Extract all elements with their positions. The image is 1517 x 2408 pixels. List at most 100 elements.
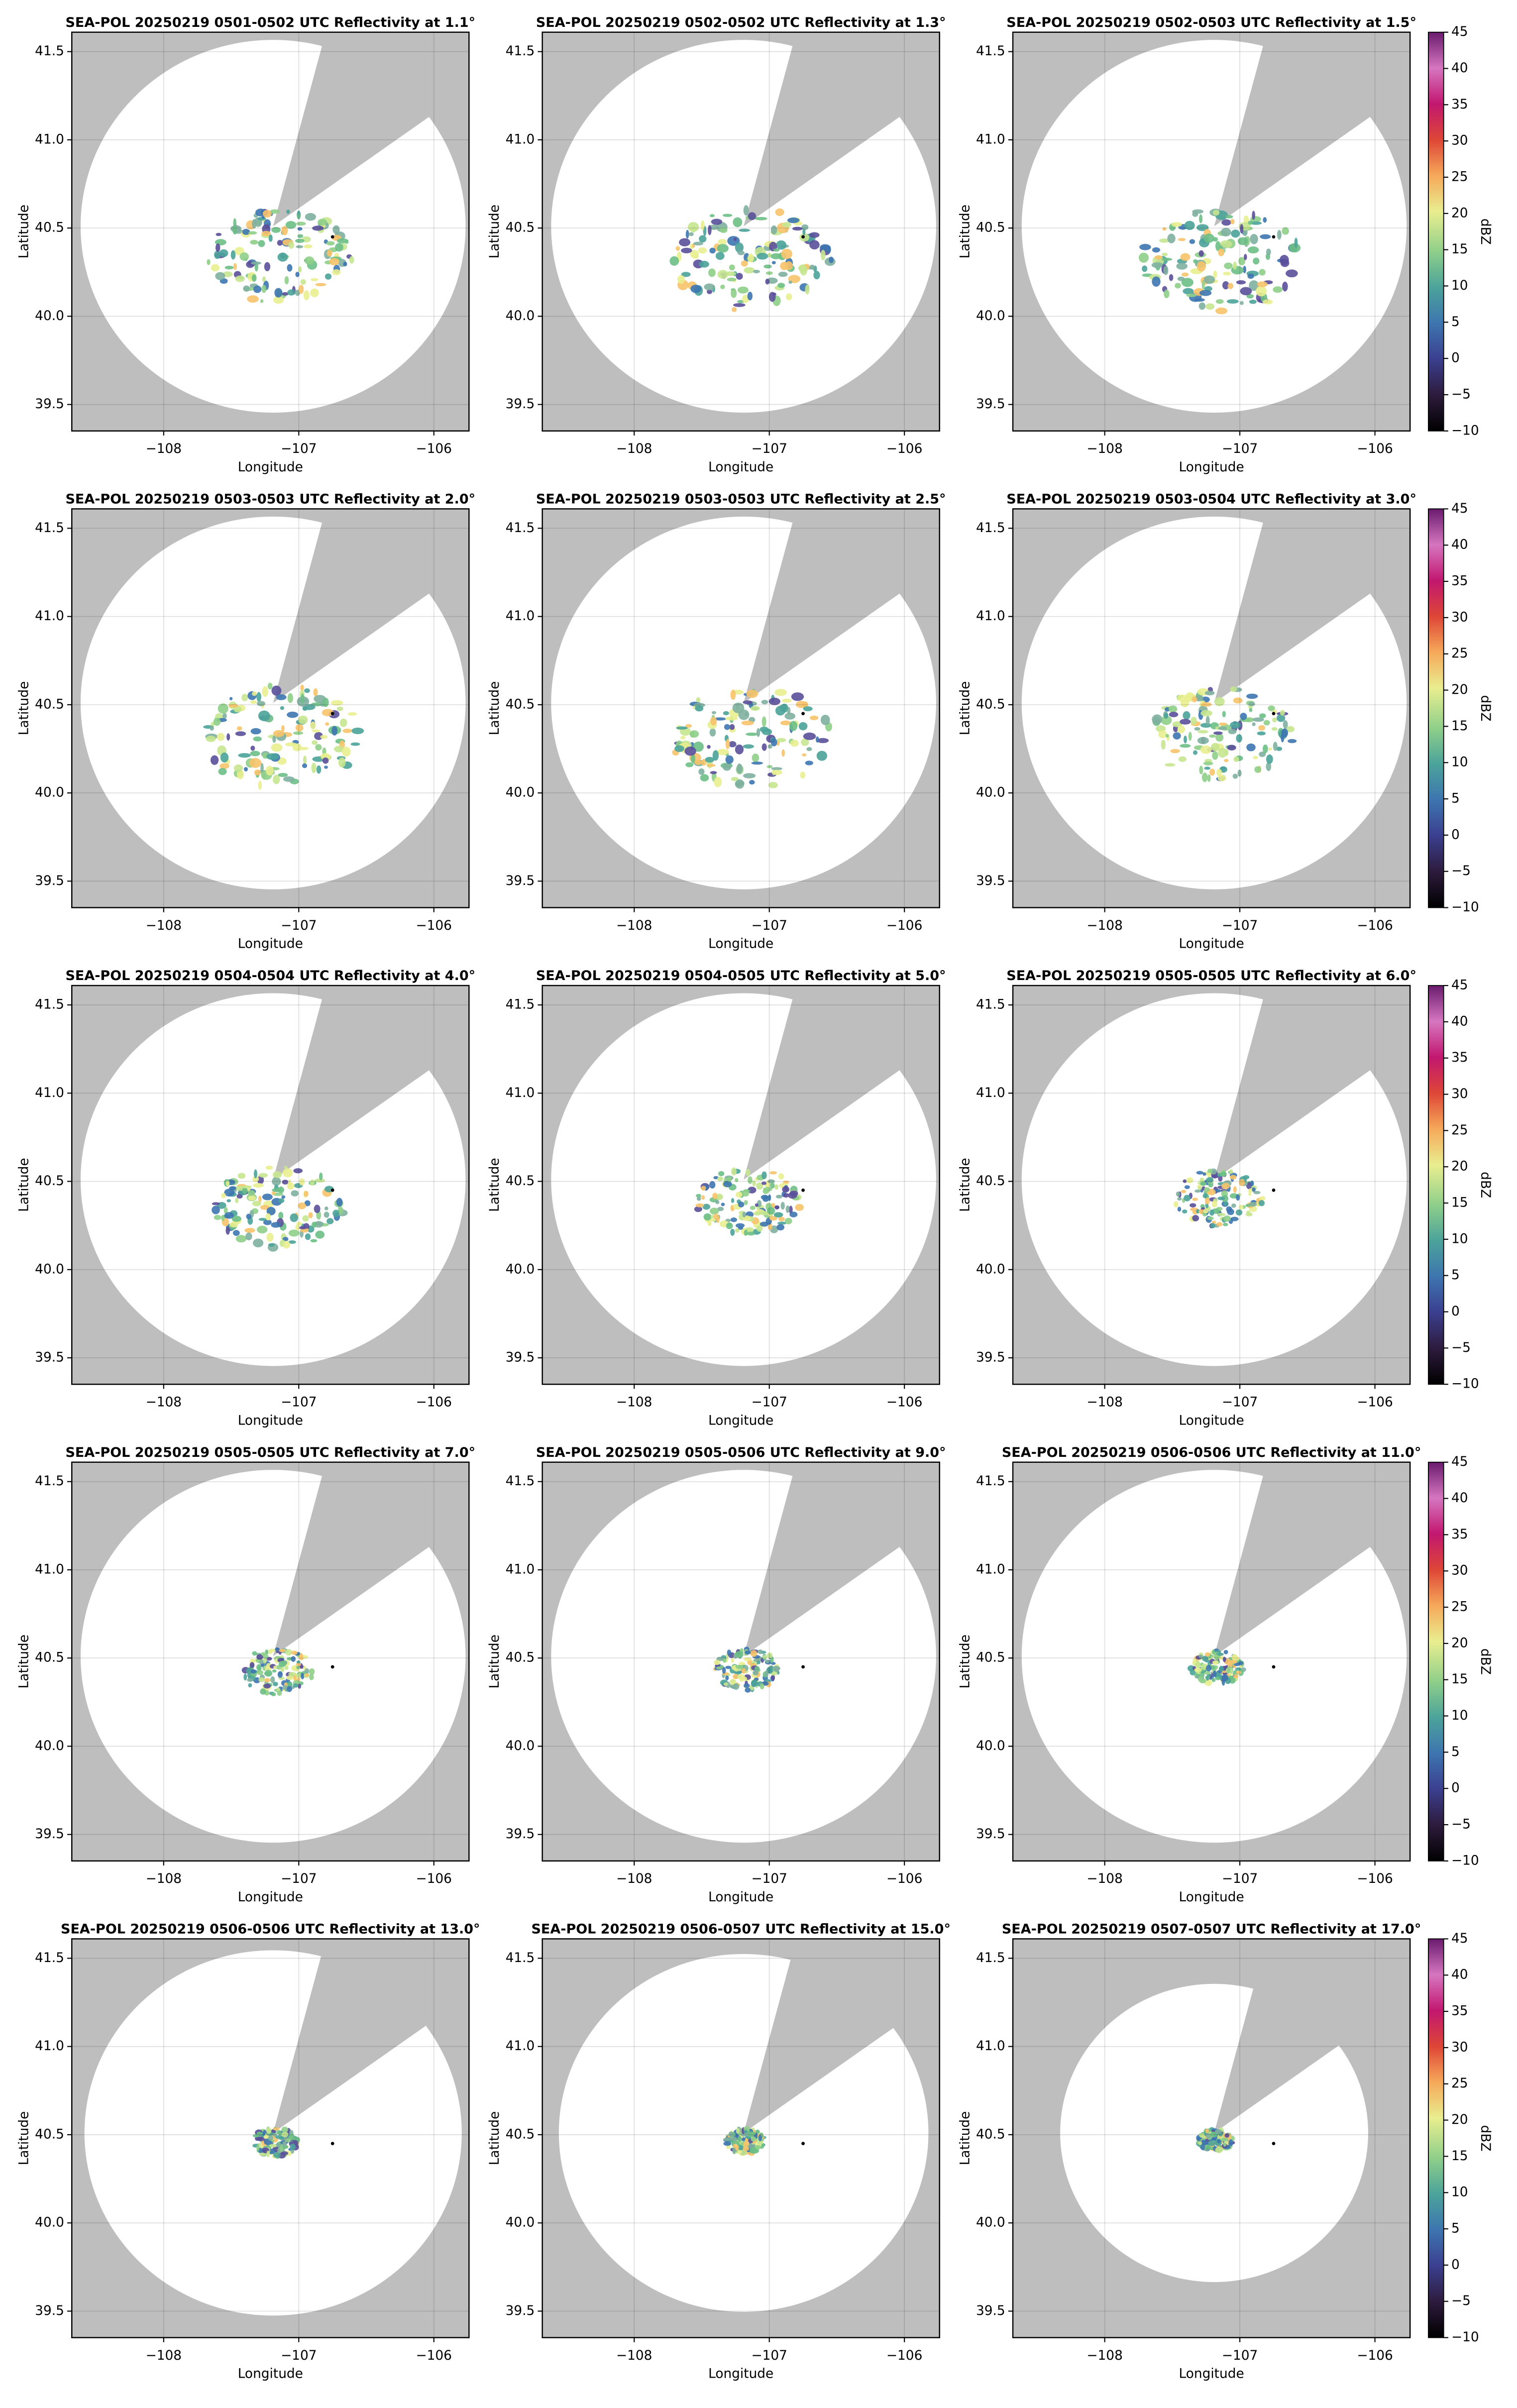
echo — [1210, 2131, 1217, 2138]
echo — [1200, 2144, 1205, 2150]
panel-title: SEA-POL 20250219 0504-0505 UTC Reflectiv… — [536, 968, 946, 984]
site-marker — [330, 712, 334, 715]
echo — [1209, 768, 1215, 776]
echo — [283, 1240, 290, 1249]
echo — [1246, 1210, 1251, 1215]
y-tick-label: 39.5 — [35, 2303, 64, 2318]
echo — [778, 1216, 785, 1221]
echo — [1200, 745, 1212, 754]
echo — [1216, 1652, 1224, 1656]
echo — [1217, 1212, 1226, 1216]
y-tick-label: 39.5 — [976, 874, 1005, 888]
echo — [301, 693, 304, 704]
echo — [1215, 2147, 1223, 2153]
echo — [695, 705, 704, 712]
echo — [717, 1176, 724, 1182]
echo — [262, 1194, 273, 1201]
colorbar-tick-label: −5 — [1451, 1340, 1471, 1355]
echo — [1259, 752, 1266, 757]
echo — [309, 1673, 314, 1680]
echo — [780, 1202, 785, 1210]
echo — [710, 717, 717, 726]
echo — [704, 283, 715, 291]
y-tick-label: 41.5 — [976, 521, 1005, 536]
echo — [715, 252, 725, 260]
echo — [1253, 756, 1258, 760]
echo — [226, 733, 230, 741]
echo — [1239, 1179, 1245, 1187]
colorbar-tick-label: 35 — [1451, 1050, 1468, 1065]
radar-coverage — [1021, 40, 1407, 413]
x-tick-label: −106 — [1357, 441, 1393, 456]
plot-area — [72, 985, 469, 1385]
y-tick-label: 40.5 — [506, 697, 535, 712]
echo — [1219, 1665, 1224, 1672]
echo — [281, 725, 285, 732]
echo — [214, 1214, 221, 1220]
echo — [1197, 730, 1208, 734]
plot-area — [72, 509, 469, 908]
echo — [295, 238, 305, 243]
echo — [769, 1171, 777, 1175]
echo — [1216, 768, 1222, 776]
echo — [1139, 243, 1151, 250]
echo — [281, 226, 288, 235]
echo — [212, 1205, 220, 1214]
echo — [723, 1682, 728, 1686]
echo — [737, 764, 743, 774]
echo — [732, 702, 745, 714]
echo — [1182, 1209, 1188, 1214]
colorbar-tick-label: 40 — [1451, 1014, 1468, 1029]
echo — [744, 1200, 748, 1205]
echo — [215, 272, 225, 280]
echo — [241, 694, 248, 701]
echo — [708, 225, 712, 235]
echo — [1183, 711, 1191, 720]
echo — [233, 706, 242, 713]
echo — [765, 1659, 770, 1663]
echo — [224, 1212, 234, 1219]
echo — [268, 234, 273, 242]
echo — [272, 735, 276, 743]
echo — [1192, 1214, 1199, 1221]
echo — [292, 743, 302, 752]
echo — [305, 213, 316, 221]
echo — [272, 1177, 281, 1186]
echo — [742, 1190, 750, 1197]
echo — [801, 738, 809, 746]
colorbar-tick-label: −10 — [1451, 1377, 1479, 1392]
echo — [245, 1232, 252, 1240]
panel-title: SEA-POL 20250219 0504-0504 UTC Reflectiv… — [65, 968, 475, 984]
echo — [1248, 220, 1253, 225]
echo — [698, 768, 705, 775]
colorbar-tick-label: 40 — [1451, 538, 1468, 552]
panel: −108 −107 −106 39.5 40.0 40.5 41.0 41.5 SEA-POL … — [958, 1445, 1493, 1905]
x-axis-label: Longitude — [708, 1890, 773, 1905]
echo — [273, 1681, 278, 1686]
y-tick-label: 41.5 — [506, 521, 535, 536]
plot-area — [542, 1939, 940, 2338]
echo — [282, 1180, 289, 1185]
echo — [1238, 1661, 1244, 1665]
echo — [312, 729, 321, 733]
echo — [1165, 734, 1169, 738]
echo — [725, 1675, 729, 1681]
echo — [1152, 247, 1161, 253]
echo — [709, 1181, 716, 1189]
plot-area — [542, 32, 940, 431]
echo — [207, 259, 211, 265]
echo — [225, 1226, 230, 1235]
echo — [248, 1683, 252, 1688]
y-tick-label: 41.5 — [35, 521, 64, 536]
x-tick-label: −106 — [1357, 1871, 1393, 1886]
echo — [761, 1171, 767, 1180]
echo — [329, 258, 339, 266]
echo — [730, 1217, 737, 1222]
y-tick-label: 39.5 — [35, 1827, 64, 1842]
echo — [265, 1665, 272, 1671]
echo — [701, 1186, 706, 1191]
echo — [1181, 1190, 1187, 1194]
echo — [685, 724, 692, 728]
echo — [669, 256, 679, 266]
echo — [326, 1218, 334, 1224]
